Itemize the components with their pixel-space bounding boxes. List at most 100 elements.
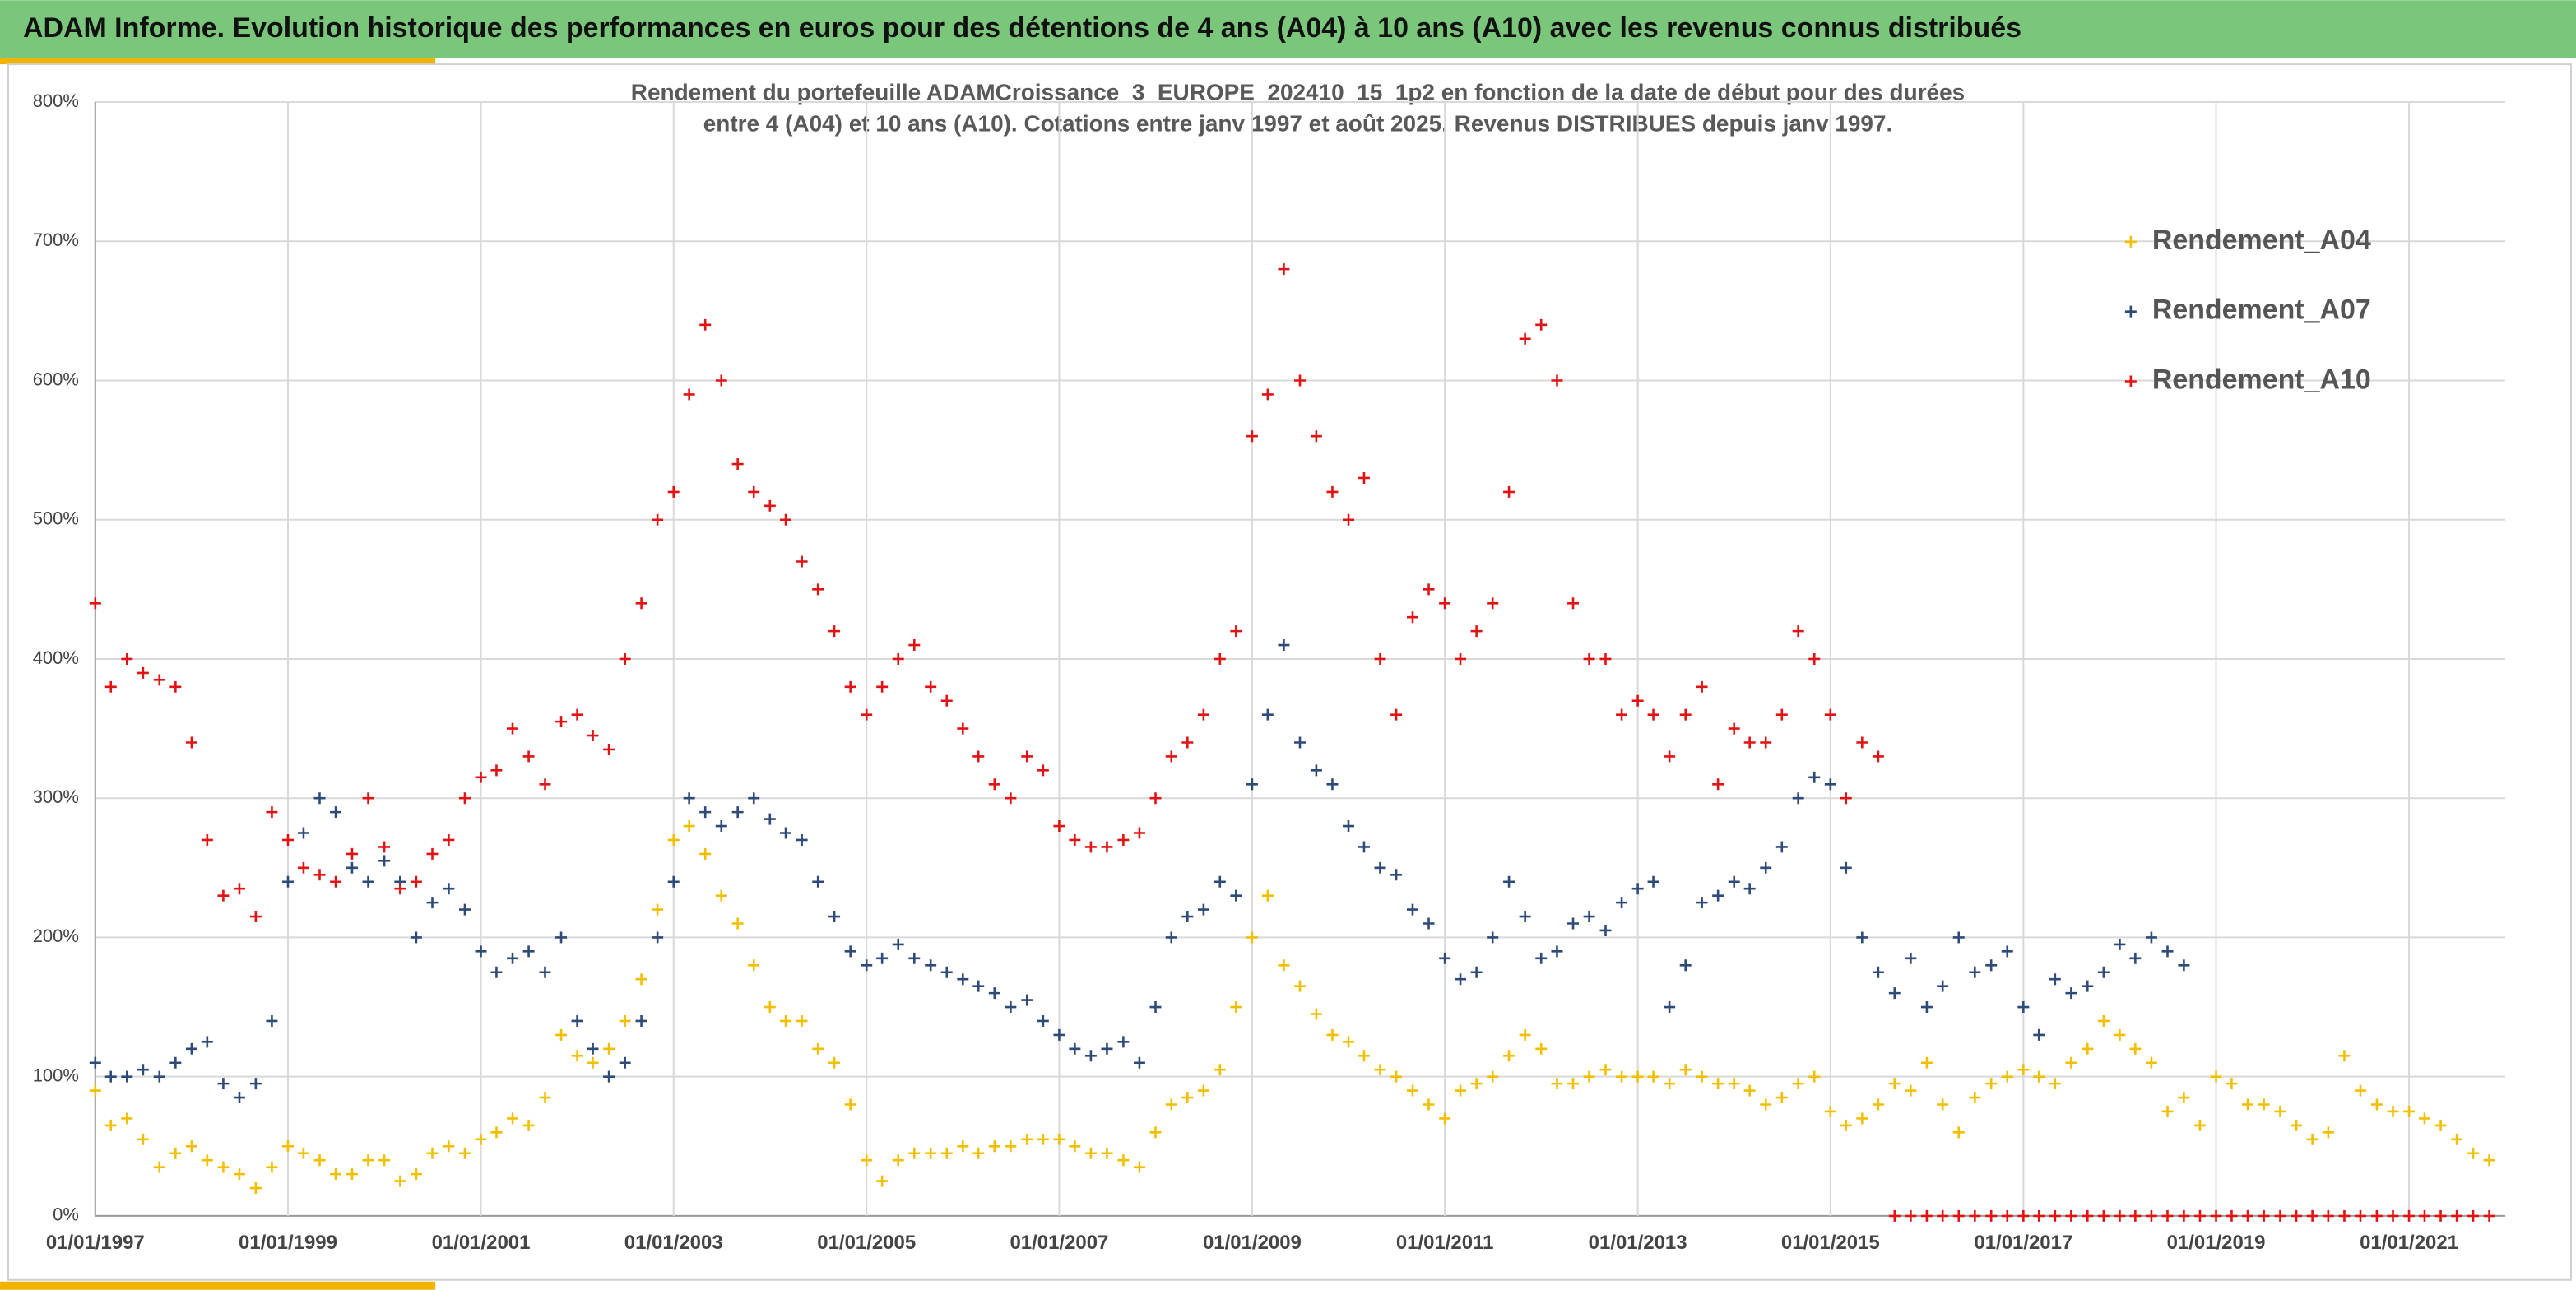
point <box>2258 1098 2270 1111</box>
point <box>925 1147 937 1159</box>
point <box>410 875 422 888</box>
point <box>1743 736 1756 749</box>
point <box>1952 1126 1965 1139</box>
accent-bar <box>0 1281 436 1290</box>
point <box>2338 1050 2351 1062</box>
point <box>1696 1070 1708 1083</box>
y-tick-label: 400% <box>33 647 79 668</box>
point <box>571 1014 583 1027</box>
point <box>1326 1028 1339 1041</box>
point <box>1101 1147 1113 1159</box>
point <box>2242 1098 2254 1111</box>
point <box>1053 820 1065 833</box>
point <box>346 861 358 874</box>
point <box>1519 911 1531 923</box>
point <box>121 1112 133 1125</box>
point <box>2418 1112 2430 1125</box>
point <box>780 513 792 526</box>
point <box>443 833 455 846</box>
series <box>89 639 2190 1104</box>
point <box>1214 652 1226 665</box>
x-tick-label: 01/01/2007 <box>1010 1232 1108 1254</box>
point <box>1374 1064 1386 1076</box>
point <box>1069 1042 1081 1055</box>
point <box>1423 1098 1435 1111</box>
point <box>828 1056 841 1069</box>
point <box>603 1042 615 1055</box>
point <box>426 1147 439 1159</box>
point <box>1439 1112 1451 1125</box>
x-tick-label: 01/01/1999 <box>239 1232 337 1254</box>
point <box>812 1042 824 1055</box>
point <box>410 1168 422 1181</box>
point <box>121 652 133 665</box>
point <box>539 778 551 791</box>
point <box>1053 1028 1065 1041</box>
point <box>266 1014 278 1027</box>
point <box>1616 708 1628 721</box>
point <box>2033 1028 2045 1041</box>
point <box>539 966 551 978</box>
point <box>2178 1209 2190 1222</box>
point <box>1406 1084 1418 1097</box>
point <box>1905 952 1917 964</box>
point <box>1792 792 1804 805</box>
point <box>201 1154 213 1167</box>
point <box>1101 1042 1113 1055</box>
point <box>1261 388 1274 401</box>
point <box>972 980 985 992</box>
point <box>1583 1070 1595 1083</box>
point <box>1406 903 1418 916</box>
point <box>2049 1078 2061 1090</box>
point <box>89 597 101 610</box>
point <box>1423 917 1435 930</box>
point <box>748 485 760 498</box>
point <box>1969 1092 1981 1104</box>
point <box>1133 827 1145 839</box>
point <box>2274 1209 2286 1222</box>
point <box>764 499 776 512</box>
point <box>313 792 326 805</box>
point <box>731 806 744 819</box>
point <box>812 583 824 596</box>
y-tick-label: 700% <box>33 230 79 250</box>
point <box>2355 1209 2367 1222</box>
point <box>1455 1084 1467 1097</box>
point <box>1535 1042 1548 1055</box>
point <box>667 485 680 498</box>
point <box>2082 980 2094 992</box>
point <box>1261 708 1274 721</box>
point <box>2387 1209 2399 1222</box>
point <box>249 911 262 923</box>
point <box>1406 611 1418 624</box>
point <box>1664 1078 1676 1090</box>
point <box>522 1119 535 1131</box>
point <box>137 1064 149 1076</box>
point <box>1920 1209 1933 1222</box>
point <box>2001 1209 2013 1222</box>
point <box>715 820 727 833</box>
point <box>426 847 439 860</box>
point <box>153 1070 165 1083</box>
point <box>1021 1133 1033 1145</box>
point <box>892 938 904 950</box>
point <box>844 1098 856 1111</box>
point <box>972 750 985 763</box>
point <box>1343 1036 1355 1048</box>
point <box>1647 1070 1659 1083</box>
point <box>1005 1140 1017 1153</box>
point <box>876 680 889 693</box>
point <box>796 1014 808 1027</box>
point <box>2306 1209 2318 1222</box>
point <box>731 458 744 471</box>
point <box>1599 924 1612 936</box>
point <box>2161 1105 2174 1117</box>
point <box>940 1147 953 1159</box>
point <box>683 820 695 833</box>
point <box>233 1168 245 1181</box>
point <box>201 1036 213 1048</box>
point <box>1583 652 1595 665</box>
point <box>2467 1147 2479 1159</box>
point <box>1439 597 1451 610</box>
point <box>1872 966 1884 978</box>
